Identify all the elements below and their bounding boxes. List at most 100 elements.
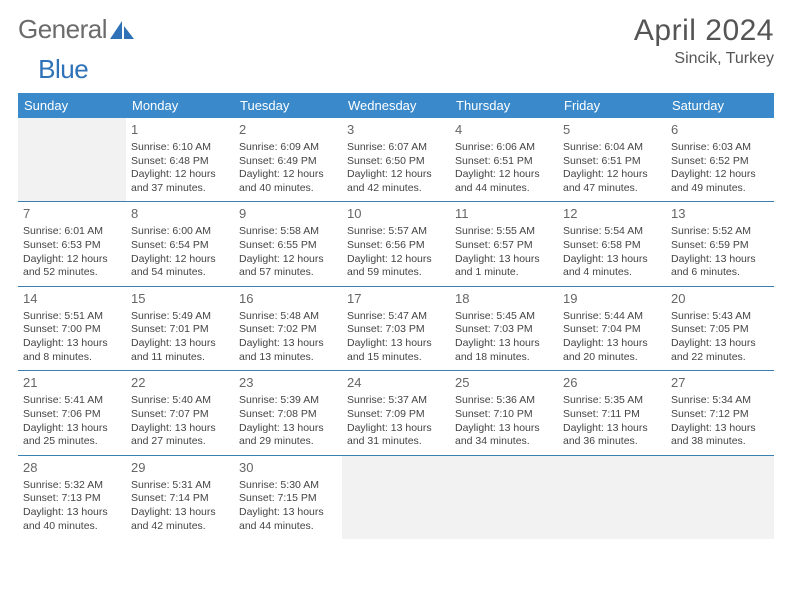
sunset-line: Sunset: 7:02 PM xyxy=(239,323,337,337)
sunrise-line: Sunrise: 6:07 AM xyxy=(347,141,445,155)
daylight-line: Daylight: 12 hours and 42 minutes. xyxy=(347,168,445,195)
day-number: 30 xyxy=(239,460,337,477)
calendar-cell: 13Sunrise: 5:52 AMSunset: 6:59 PMDayligh… xyxy=(666,202,774,286)
daylight-line: Daylight: 13 hours and 31 minutes. xyxy=(347,422,445,449)
calendar-cell: 26Sunrise: 5:35 AMSunset: 7:11 PMDayligh… xyxy=(558,371,666,455)
sunset-line: Sunset: 6:49 PM xyxy=(239,155,337,169)
calendar-cell: 11Sunrise: 5:55 AMSunset: 6:57 PMDayligh… xyxy=(450,202,558,286)
daylight-line: Daylight: 13 hours and 34 minutes. xyxy=(455,422,553,449)
daylight-line: Daylight: 13 hours and 15 minutes. xyxy=(347,337,445,364)
sunrise-line: Sunrise: 6:01 AM xyxy=(23,225,121,239)
daylight-line: Daylight: 13 hours and 29 minutes. xyxy=(239,422,337,449)
sunset-line: Sunset: 7:15 PM xyxy=(239,492,337,506)
calendar-body: 1Sunrise: 6:10 AMSunset: 6:48 PMDaylight… xyxy=(18,118,774,539)
calendar-cell: 6Sunrise: 6:03 AMSunset: 6:52 PMDaylight… xyxy=(666,118,774,202)
sunrise-line: Sunrise: 5:45 AM xyxy=(455,310,553,324)
calendar-cell-empty xyxy=(666,455,774,539)
day-number: 5 xyxy=(563,122,661,139)
daylight-line: Daylight: 13 hours and 11 minutes. xyxy=(131,337,229,364)
sunrise-line: Sunrise: 6:03 AM xyxy=(671,141,769,155)
daylight-line: Daylight: 12 hours and 47 minutes. xyxy=(563,168,661,195)
calendar-cell: 23Sunrise: 5:39 AMSunset: 7:08 PMDayligh… xyxy=(234,371,342,455)
calendar-cell-empty xyxy=(18,118,126,202)
day-header: Thursday xyxy=(450,93,558,118)
day-number: 11 xyxy=(455,206,553,223)
calendar-cell: 24 Sunrise: 5:37 AMSunset: 7:09 PMDayligh… xyxy=(342,371,450,455)
calendar-cell-empty xyxy=(450,455,558,539)
sunrise-line: Sunrise: 6:09 AM xyxy=(239,141,337,155)
daylight-line: Daylight: 13 hours and 38 minutes. xyxy=(671,422,769,449)
day-number: 8 xyxy=(131,206,229,223)
sunset-line: Sunset: 7:12 PM xyxy=(671,408,769,422)
calendar-cell: 16Sunrise: 5:48 AMSunset: 7:02 PMDayligh… xyxy=(234,286,342,370)
sunrise-line: Sunrise: 5:35 AM xyxy=(563,394,661,408)
sunrise-line: Sunrise: 5:49 AM xyxy=(131,310,229,324)
calendar-cell: 21Sunrise: 5:41 AMSunset: 7:06 PMDayligh… xyxy=(18,371,126,455)
sunrise-line: Sunrise: 5:34 AM xyxy=(671,394,769,408)
brand-text-general: General xyxy=(18,14,107,45)
daylight-line: Daylight: 13 hours and 27 minutes. xyxy=(131,422,229,449)
sunrise-line: Sunrise: 5:39 AM xyxy=(239,394,337,408)
day-number: 22 xyxy=(131,375,229,392)
calendar-cell: 18Sunrise: 5:45 AMSunset: 7:03 PMDayligh… xyxy=(450,286,558,370)
sunrise-line: Sunrise: 6:00 AM xyxy=(131,225,229,239)
calendar-cell: 22Sunrise: 5:40 AMSunset: 7:07 PMDayligh… xyxy=(126,371,234,455)
calendar-cell: 29Sunrise: 5:31 AMSunset: 7:14 PMDayligh… xyxy=(126,455,234,539)
day-number: 16 xyxy=(239,291,337,308)
sunrise-line: Sunrise: 5:43 AM xyxy=(671,310,769,324)
day-number: 2 xyxy=(239,122,337,139)
sunset-line: Sunset: 6:53 PM xyxy=(23,239,121,253)
location: Sincik, Turkey xyxy=(634,50,774,68)
daylight-line: Daylight: 13 hours and 25 minutes. xyxy=(23,422,121,449)
calendar-cell: 8Sunrise: 6:00 AMSunset: 6:54 PMDaylight… xyxy=(126,202,234,286)
calendar-week-row: 28Sunrise: 5:32 AMSunset: 7:13 PMDayligh… xyxy=(18,455,774,539)
daylight-line: Daylight: 13 hours and 44 minutes. xyxy=(239,506,337,533)
sunrise-line: Sunrise: 5:51 AM xyxy=(23,310,121,324)
month-year: April 2024 xyxy=(634,14,774,48)
calendar-cell: 10Sunrise: 5:57 AMSunset: 6:56 PMDayligh… xyxy=(342,202,450,286)
calendar-week-row: 21Sunrise: 5:41 AMSunset: 7:06 PMDayligh… xyxy=(18,371,774,455)
calendar-cell: 14Sunrise: 5:51 AMSunset: 7:00 PMDayligh… xyxy=(18,286,126,370)
day-number: 14 xyxy=(23,291,121,308)
day-number: 18 xyxy=(455,291,553,308)
sunrise-line: Sunrise: 6:04 AM xyxy=(563,141,661,155)
day-number: 1 xyxy=(131,122,229,139)
sunrise-line: Sunrise: 5:58 AM xyxy=(239,225,337,239)
day-number: 20 xyxy=(671,291,769,308)
day-number: 24 xyxy=(347,375,445,392)
daylight-line: Daylight: 13 hours and 6 minutes. xyxy=(671,253,769,280)
brand-sail-icon xyxy=(109,19,135,41)
sunset-line: Sunset: 7:09 PM xyxy=(347,408,445,422)
daylight-line: Daylight: 12 hours and 49 minutes. xyxy=(671,168,769,195)
calendar-cell: 17Sunrise: 5:47 AMSunset: 7:03 PMDayligh… xyxy=(342,286,450,370)
sunset-line: Sunset: 7:03 PM xyxy=(347,323,445,337)
day-number: 25 xyxy=(455,375,553,392)
sunset-line: Sunset: 7:14 PM xyxy=(131,492,229,506)
sunset-line: Sunset: 6:55 PM xyxy=(239,239,337,253)
sunset-line: Sunset: 6:50 PM xyxy=(347,155,445,169)
sunrise-line: Sunrise: 5:37 AM xyxy=(347,394,445,408)
daylight-line: Daylight: 13 hours and 8 minutes. xyxy=(23,337,121,364)
calendar-cell: 7Sunrise: 6:01 AMSunset: 6:53 PMDaylight… xyxy=(18,202,126,286)
calendar-cell: 19Sunrise: 5:44 AMSunset: 7:04 PMDayligh… xyxy=(558,286,666,370)
sunset-line: Sunset: 7:05 PM xyxy=(671,323,769,337)
sunset-line: Sunset: 6:52 PM xyxy=(671,155,769,169)
day-header-row: SundayMondayTuesdayWednesdayThursdayFrid… xyxy=(18,93,774,118)
day-number: 9 xyxy=(239,206,337,223)
day-number: 15 xyxy=(131,291,229,308)
sunset-line: Sunset: 7:11 PM xyxy=(563,408,661,422)
calendar-cell: 28Sunrise: 5:32 AMSunset: 7:13 PMDayligh… xyxy=(18,455,126,539)
sunset-line: Sunset: 7:07 PM xyxy=(131,408,229,422)
daylight-line: Daylight: 13 hours and 4 minutes. xyxy=(563,253,661,280)
sunrise-line: Sunrise: 5:44 AM xyxy=(563,310,661,324)
daylight-line: Daylight: 12 hours and 40 minutes. xyxy=(239,168,337,195)
daylight-line: Daylight: 13 hours and 36 minutes. xyxy=(563,422,661,449)
sunset-line: Sunset: 7:13 PM xyxy=(23,492,121,506)
daylight-line: Daylight: 12 hours and 37 minutes. xyxy=(131,168,229,195)
sunrise-line: Sunrise: 5:47 AM xyxy=(347,310,445,324)
daylight-line: Daylight: 12 hours and 59 minutes. xyxy=(347,253,445,280)
calendar-cell: 9Sunrise: 5:58 AMSunset: 6:55 PMDaylight… xyxy=(234,202,342,286)
daylight-line: Daylight: 13 hours and 20 minutes. xyxy=(563,337,661,364)
sunset-line: Sunset: 7:01 PM xyxy=(131,323,229,337)
calendar-cell: 15 Sunrise: 5:49 AMSunset: 7:01 PMDayligh… xyxy=(126,286,234,370)
